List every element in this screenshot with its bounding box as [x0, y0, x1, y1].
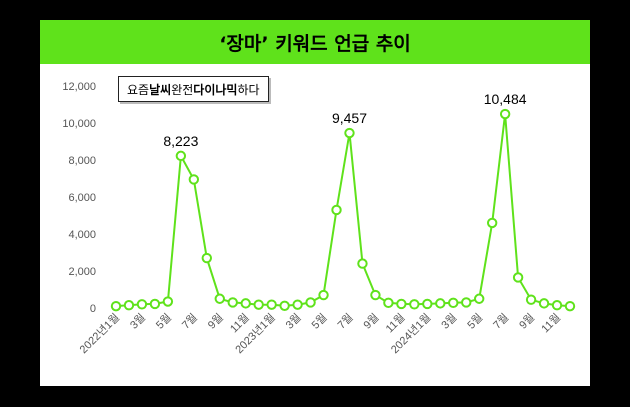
annotation-part: 요즘: [127, 82, 150, 97]
data-point: [149, 298, 161, 310]
data-point: [525, 294, 537, 305]
x-tick-label: 9월: [361, 311, 382, 332]
data-point: [162, 296, 174, 307]
data-point: [331, 204, 342, 216]
title-banner: ‘장마’ 키워드 언급 추이: [40, 20, 590, 64]
data-point: [538, 298, 550, 309]
data-point: [383, 297, 394, 309]
x-tick-label: 5월: [153, 311, 174, 332]
x-tick-label: 9월: [517, 311, 538, 332]
data-point: [499, 108, 511, 120]
data-point: [110, 300, 122, 312]
chart-card: ‘장마’ 키워드 언급 추이 0 2,000 4,000 6,000 8,000 10,0…: [40, 20, 590, 386]
data-point: [357, 258, 368, 269]
y-axis: 0 2,000 4,000 6,000 8,000 10,000 12,000: [62, 81, 96, 315]
peak-value-label: 8,223: [163, 133, 198, 149]
annotation-part: 하다: [237, 82, 260, 97]
data-point: [227, 297, 238, 308]
x-tick-label: 5월: [309, 311, 330, 332]
data-point: [551, 300, 563, 311]
data-point: [409, 299, 420, 310]
x-tick-label: 7월: [179, 311, 200, 332]
x-tick-label: 11월: [539, 311, 563, 335]
annotation-part: 완전: [171, 82, 194, 97]
y-tick-label: 2,000: [68, 266, 96, 278]
data-point: [486, 217, 498, 229]
x-tick-label: 3월: [439, 311, 460, 332]
x-tick-label: 7월: [491, 311, 512, 332]
data-point: [435, 298, 446, 309]
data-labels: 8,223 9,457 10,484: [163, 91, 526, 149]
data-point: [396, 298, 407, 310]
y-tick-label: 4,000: [68, 229, 96, 241]
x-tick-label: 9월: [205, 311, 226, 332]
data-point: [253, 299, 264, 310]
data-point: [292, 299, 303, 310]
line-chart: 0 2,000 4,000 6,000 8,000 10,000 12,000 2022년1…: [62, 81, 576, 356]
data-point: [305, 297, 316, 308]
data-point: [448, 297, 459, 309]
data-point: [279, 300, 290, 311]
chart-title: ‘장마’ 키워드 언급 추이: [219, 32, 411, 55]
peak-value-label: 9,457: [332, 110, 367, 126]
y-tick-label: 6,000: [68, 192, 96, 204]
x-tick-label: 3월: [283, 311, 304, 332]
annotation-part: 날씨: [149, 82, 172, 97]
x-tick-label: 5월: [465, 311, 486, 332]
data-point: [344, 127, 355, 139]
y-tick-label: 12,000: [62, 81, 96, 93]
data-point: [214, 293, 225, 304]
x-tick-label: 3월: [127, 311, 148, 332]
y-tick-label: 10,000: [62, 118, 96, 130]
data-point: [370, 289, 381, 301]
annotation-box: 요즘 날씨 완전 다이나믹 하다: [118, 76, 269, 102]
data-point: [123, 300, 135, 311]
data-point: [474, 293, 485, 304]
data-point: [422, 298, 433, 310]
data-point: [240, 298, 251, 309]
data-point: [266, 299, 277, 310]
data-point: [136, 299, 148, 310]
y-tick-label: 8,000: [68, 155, 96, 167]
series-keyword-mentions: [110, 108, 576, 312]
data-point: [188, 174, 200, 185]
x-tick-label: 7월: [335, 311, 356, 332]
data-point: [564, 300, 576, 312]
data-point: [175, 150, 187, 162]
y-tick-label: 0: [90, 303, 96, 315]
data-point: [461, 297, 472, 308]
data-point: [318, 289, 329, 301]
x-tick-label: 2022년1월: [77, 311, 122, 356]
data-point: [512, 272, 524, 283]
data-point: [201, 252, 213, 264]
annotation-part: 다이나믹: [193, 82, 238, 97]
peak-value-label: 10,484: [484, 91, 527, 107]
